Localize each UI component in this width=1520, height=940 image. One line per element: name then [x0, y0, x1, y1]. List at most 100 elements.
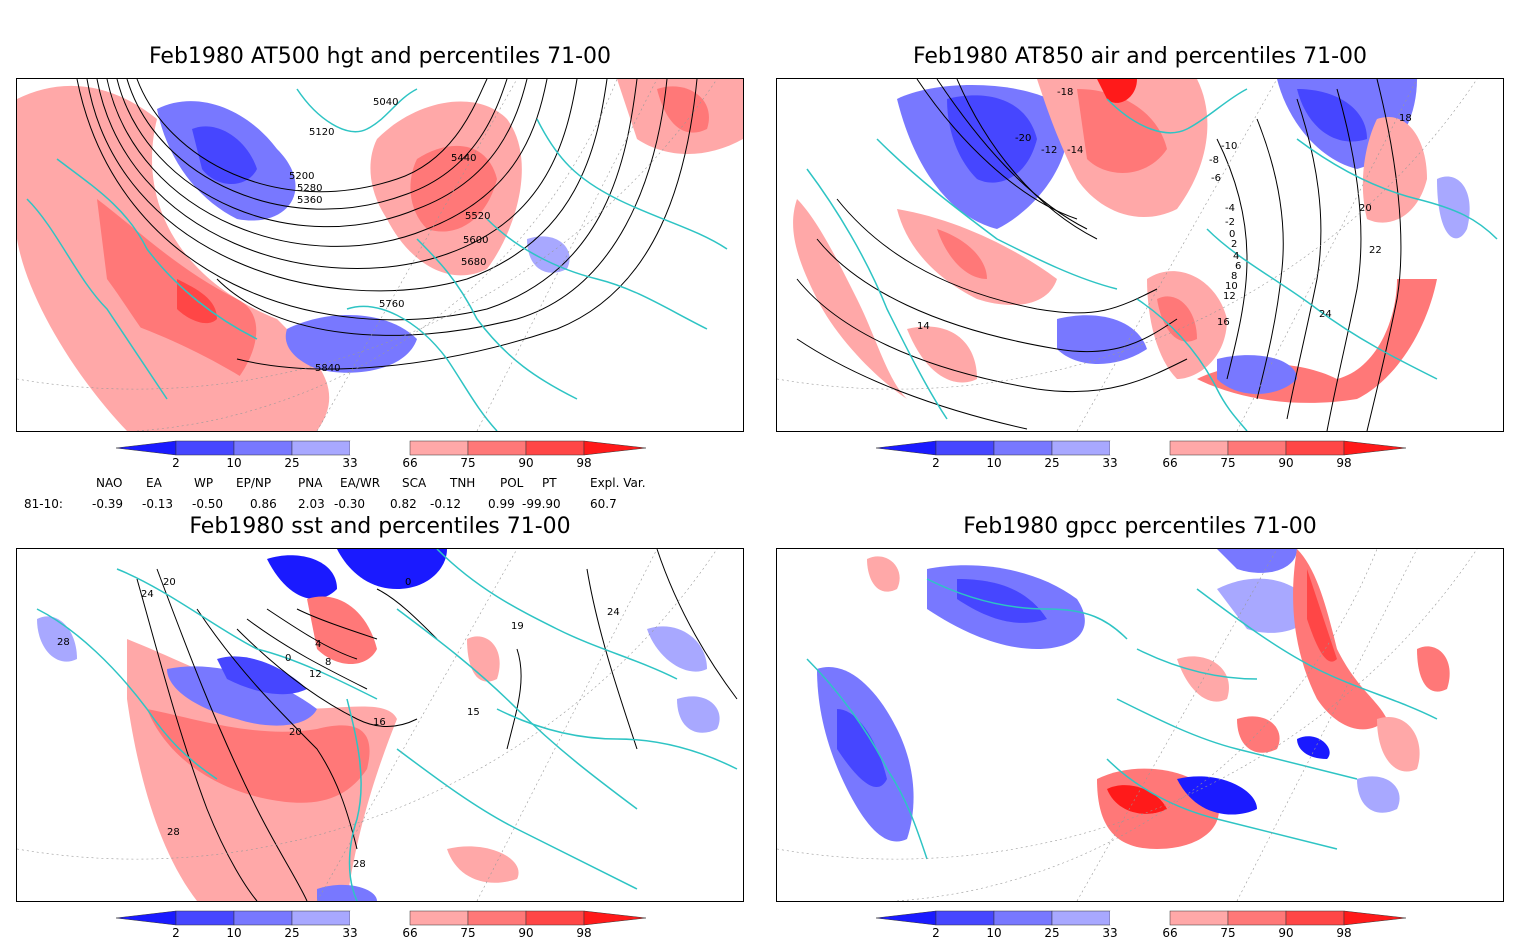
- coastlines: [806, 88, 1498, 431]
- colorbar-tick: 33: [1102, 456, 1118, 470]
- index-value: 0.99: [488, 497, 515, 511]
- colorbar-tick: 90: [1278, 926, 1294, 940]
- index-value: 2.03: [298, 497, 325, 511]
- contour-label: 12: [1223, 291, 1236, 302]
- contour-label: 20: [1359, 203, 1372, 214]
- colorbar-swatch: [525, 910, 585, 926]
- colorbar-swatch: [1051, 910, 1111, 926]
- colorbar-tick: 10: [226, 926, 242, 940]
- title-air: Feb1980 AT850 air and percentiles 71-00: [912, 44, 1368, 69]
- percentile-shading: [17, 79, 743, 431]
- colorbar-hgt: 2 10 25 33 66 75 90 98: [115, 440, 647, 480]
- contour-label: 5280: [297, 183, 322, 194]
- contour-label: 14: [917, 321, 930, 332]
- colorbar-sst: 2 10 25 33 66 75 90 98: [115, 910, 647, 940]
- contour-label: 5360: [297, 195, 322, 206]
- contour-label: 6: [1235, 261, 1241, 272]
- index-header: EA/WR: [340, 476, 381, 490]
- colorbar-swatch: [350, 441, 410, 455]
- index-value: -99.90: [522, 497, 561, 511]
- colorbar-swatch: [935, 440, 995, 456]
- colorbar-tick: 66: [1162, 926, 1178, 940]
- colorbar-tick: 33: [342, 926, 358, 940]
- colorbar-tick: 10: [986, 456, 1002, 470]
- colorbar-swatch: [467, 440, 527, 456]
- contour-label: 5680: [461, 257, 486, 268]
- contour-label: 16: [373, 717, 386, 728]
- colorbar-swatch: [115, 910, 177, 926]
- colorbar-swatch: [175, 440, 235, 456]
- colorbar-tick: 10: [226, 456, 242, 470]
- contour-label: 12: [309, 669, 322, 680]
- contour-label: 10: [1225, 281, 1238, 292]
- percentile-shading: [817, 549, 1450, 849]
- graticule: [17, 79, 718, 431]
- colorbar-tick: 75: [1220, 926, 1236, 940]
- colorbar-swatch: [1285, 910, 1345, 926]
- colorbar-tick: 75: [460, 926, 476, 940]
- contour-label: 18: [1399, 113, 1412, 124]
- index-value: -0.13: [142, 497, 174, 511]
- colorbar-swatch: [291, 910, 351, 926]
- contour-label: 5040: [373, 97, 398, 108]
- colorbar-swatch: [1285, 440, 1345, 456]
- colorbar-swatch: [291, 440, 351, 456]
- map-hgt: 5040 5120 5200 5280 5360 5440 5520 5600 …: [16, 78, 744, 432]
- index-header: EA: [146, 476, 162, 490]
- colorbar-swatches: [115, 910, 647, 926]
- colorbar-tick: 2: [172, 926, 180, 940]
- colorbar-tick: 33: [1102, 926, 1118, 940]
- index-value: 60.7: [590, 497, 617, 511]
- colorbar-swatch: [583, 910, 647, 926]
- colorbar-swatch: [993, 910, 1053, 926]
- index-header: TNH: [450, 476, 476, 490]
- colorbar-swatch: [1051, 440, 1111, 456]
- colorbar-tick: 25: [284, 926, 300, 940]
- colorbar-swatch: [1110, 441, 1170, 455]
- index-value: -0.50: [192, 497, 224, 511]
- colorbar-tick: 90: [1278, 456, 1294, 470]
- colorbar-swatches: [875, 440, 1407, 456]
- colorbar-swatch: [525, 440, 585, 456]
- coastlines: [36, 549, 738, 901]
- colorbar-swatch: [115, 440, 177, 456]
- index-header: POL: [500, 476, 524, 490]
- colorbar-tick: 25: [1044, 926, 1060, 940]
- contour-label: 24: [607, 607, 620, 618]
- contour-label: -4: [1225, 203, 1235, 214]
- contour-label: -12: [1041, 145, 1057, 156]
- colorbar-swatch: [1169, 910, 1229, 926]
- colorbar-tick: 2: [932, 926, 940, 940]
- percentile-shading: [793, 79, 1470, 403]
- colorbar-swatch: [233, 440, 293, 456]
- index-value: 0.86: [250, 497, 277, 511]
- contour-label: 20: [289, 727, 302, 738]
- colorbar-swatch: [409, 440, 469, 456]
- colorbar-swatch: [875, 910, 937, 926]
- contour-label: 5200: [289, 171, 314, 182]
- index-row-label: 81-10:: [24, 497, 63, 511]
- contour-label: 28: [167, 827, 180, 838]
- contour-label: 4: [1233, 251, 1239, 262]
- title-gpcc: Feb1980 gpcc percentiles 71-00: [963, 514, 1317, 539]
- contour-label: 2: [1231, 239, 1237, 250]
- index-header: NAO: [96, 476, 123, 490]
- contour-label: -14: [1067, 145, 1083, 156]
- contour-label: -20: [1015, 133, 1031, 144]
- colorbar-swatch: [175, 910, 235, 926]
- colorbar-swatches: [875, 910, 1407, 926]
- height-contours: [76, 79, 698, 370]
- contour-label: 28: [57, 637, 70, 648]
- title-hgt: Feb1980 AT500 hgt and percentiles 71-00: [148, 44, 611, 69]
- percentile-shading: [37, 549, 720, 901]
- colorbar-swatch: [1343, 910, 1407, 926]
- colorbar-tick: 25: [1044, 456, 1060, 470]
- map-sst: 24 20 28 0 4 8 12 16 20 28 15 19 24 28 0: [16, 548, 744, 902]
- colorbar-swatch: [1343, 440, 1407, 456]
- colorbar-tick: 10: [986, 926, 1002, 940]
- index-value: -0.30: [334, 497, 366, 511]
- colorbar-tick: 2: [932, 456, 940, 470]
- contour-label: -8: [1209, 155, 1219, 166]
- contour-label: 5520: [465, 211, 490, 222]
- colorbar-swatch: [993, 440, 1053, 456]
